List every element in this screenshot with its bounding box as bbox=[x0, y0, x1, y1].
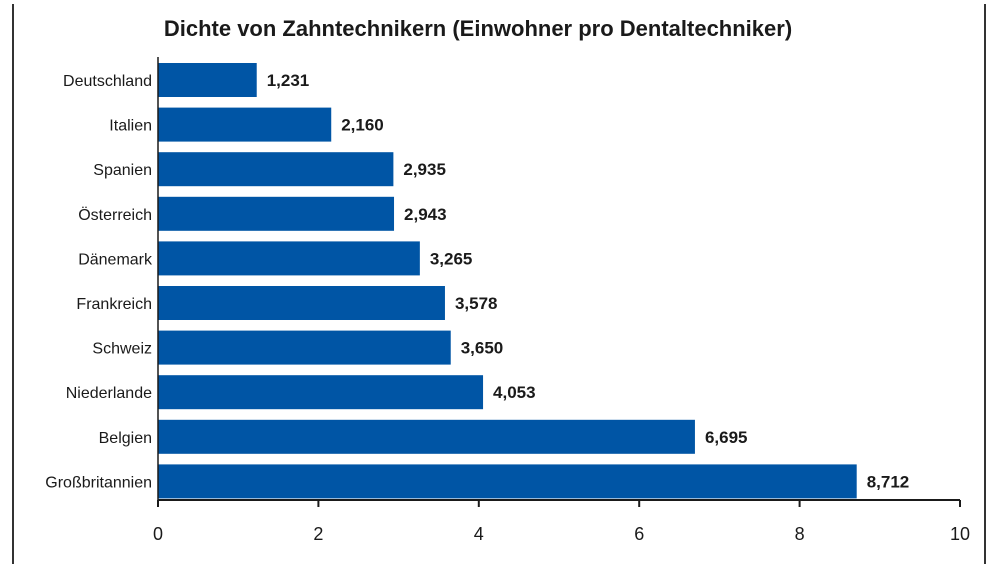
category-label: Italien bbox=[109, 118, 152, 135]
bar-10 bbox=[158, 464, 857, 499]
x-tick-label: 10 bbox=[950, 524, 970, 544]
x-tick-label: 6 bbox=[634, 524, 644, 544]
category-label: Großbritannien bbox=[45, 474, 152, 491]
bars-group: Deutschland 1,231 Italien 2,160 Spanien 2,935… bbox=[45, 63, 910, 499]
chart-frame bbox=[12, 4, 986, 564]
category-label: Spanien bbox=[93, 162, 152, 179]
x-tick-label: 0 bbox=[153, 524, 163, 544]
bar-4 bbox=[158, 196, 395, 231]
x-tick-label: 2 bbox=[313, 524, 323, 544]
category-label: Dänemark bbox=[78, 251, 153, 268]
bar-3 bbox=[158, 152, 394, 187]
category-label: Schweiz bbox=[92, 341, 152, 358]
data-label: 2,935 bbox=[403, 160, 446, 179]
x-tick-label: 4 bbox=[474, 524, 484, 544]
category-label: Belgien bbox=[99, 430, 152, 447]
category-label: Niederlande bbox=[66, 385, 152, 402]
category-label: Frankreich bbox=[76, 296, 152, 313]
x-axis: 0 2 4 6 8 10 bbox=[153, 57, 970, 544]
bar-5 bbox=[158, 241, 420, 276]
bar-7 bbox=[158, 330, 451, 365]
data-label: 3,650 bbox=[461, 339, 504, 358]
data-label: 2,160 bbox=[341, 116, 384, 135]
data-label: 2,943 bbox=[404, 205, 447, 224]
data-label: 6,695 bbox=[705, 428, 748, 447]
category-label: Deutschland bbox=[63, 73, 152, 90]
bar-9 bbox=[158, 419, 695, 454]
bar-1 bbox=[158, 63, 257, 97]
data-label: 3,265 bbox=[430, 249, 473, 268]
bar-6 bbox=[158, 286, 445, 320]
chart-title: Dichte von Zahntechnikern (Einwohner pro… bbox=[164, 16, 792, 41]
data-label: 1,231 bbox=[267, 71, 310, 90]
data-label: 3,578 bbox=[455, 294, 498, 313]
x-tick-label: 8 bbox=[795, 524, 805, 544]
category-label: Österreich bbox=[78, 206, 152, 224]
data-label: 4,053 bbox=[493, 383, 536, 402]
data-label: 8,712 bbox=[867, 472, 910, 491]
bar-2 bbox=[158, 107, 332, 142]
bar-8 bbox=[158, 375, 484, 410]
